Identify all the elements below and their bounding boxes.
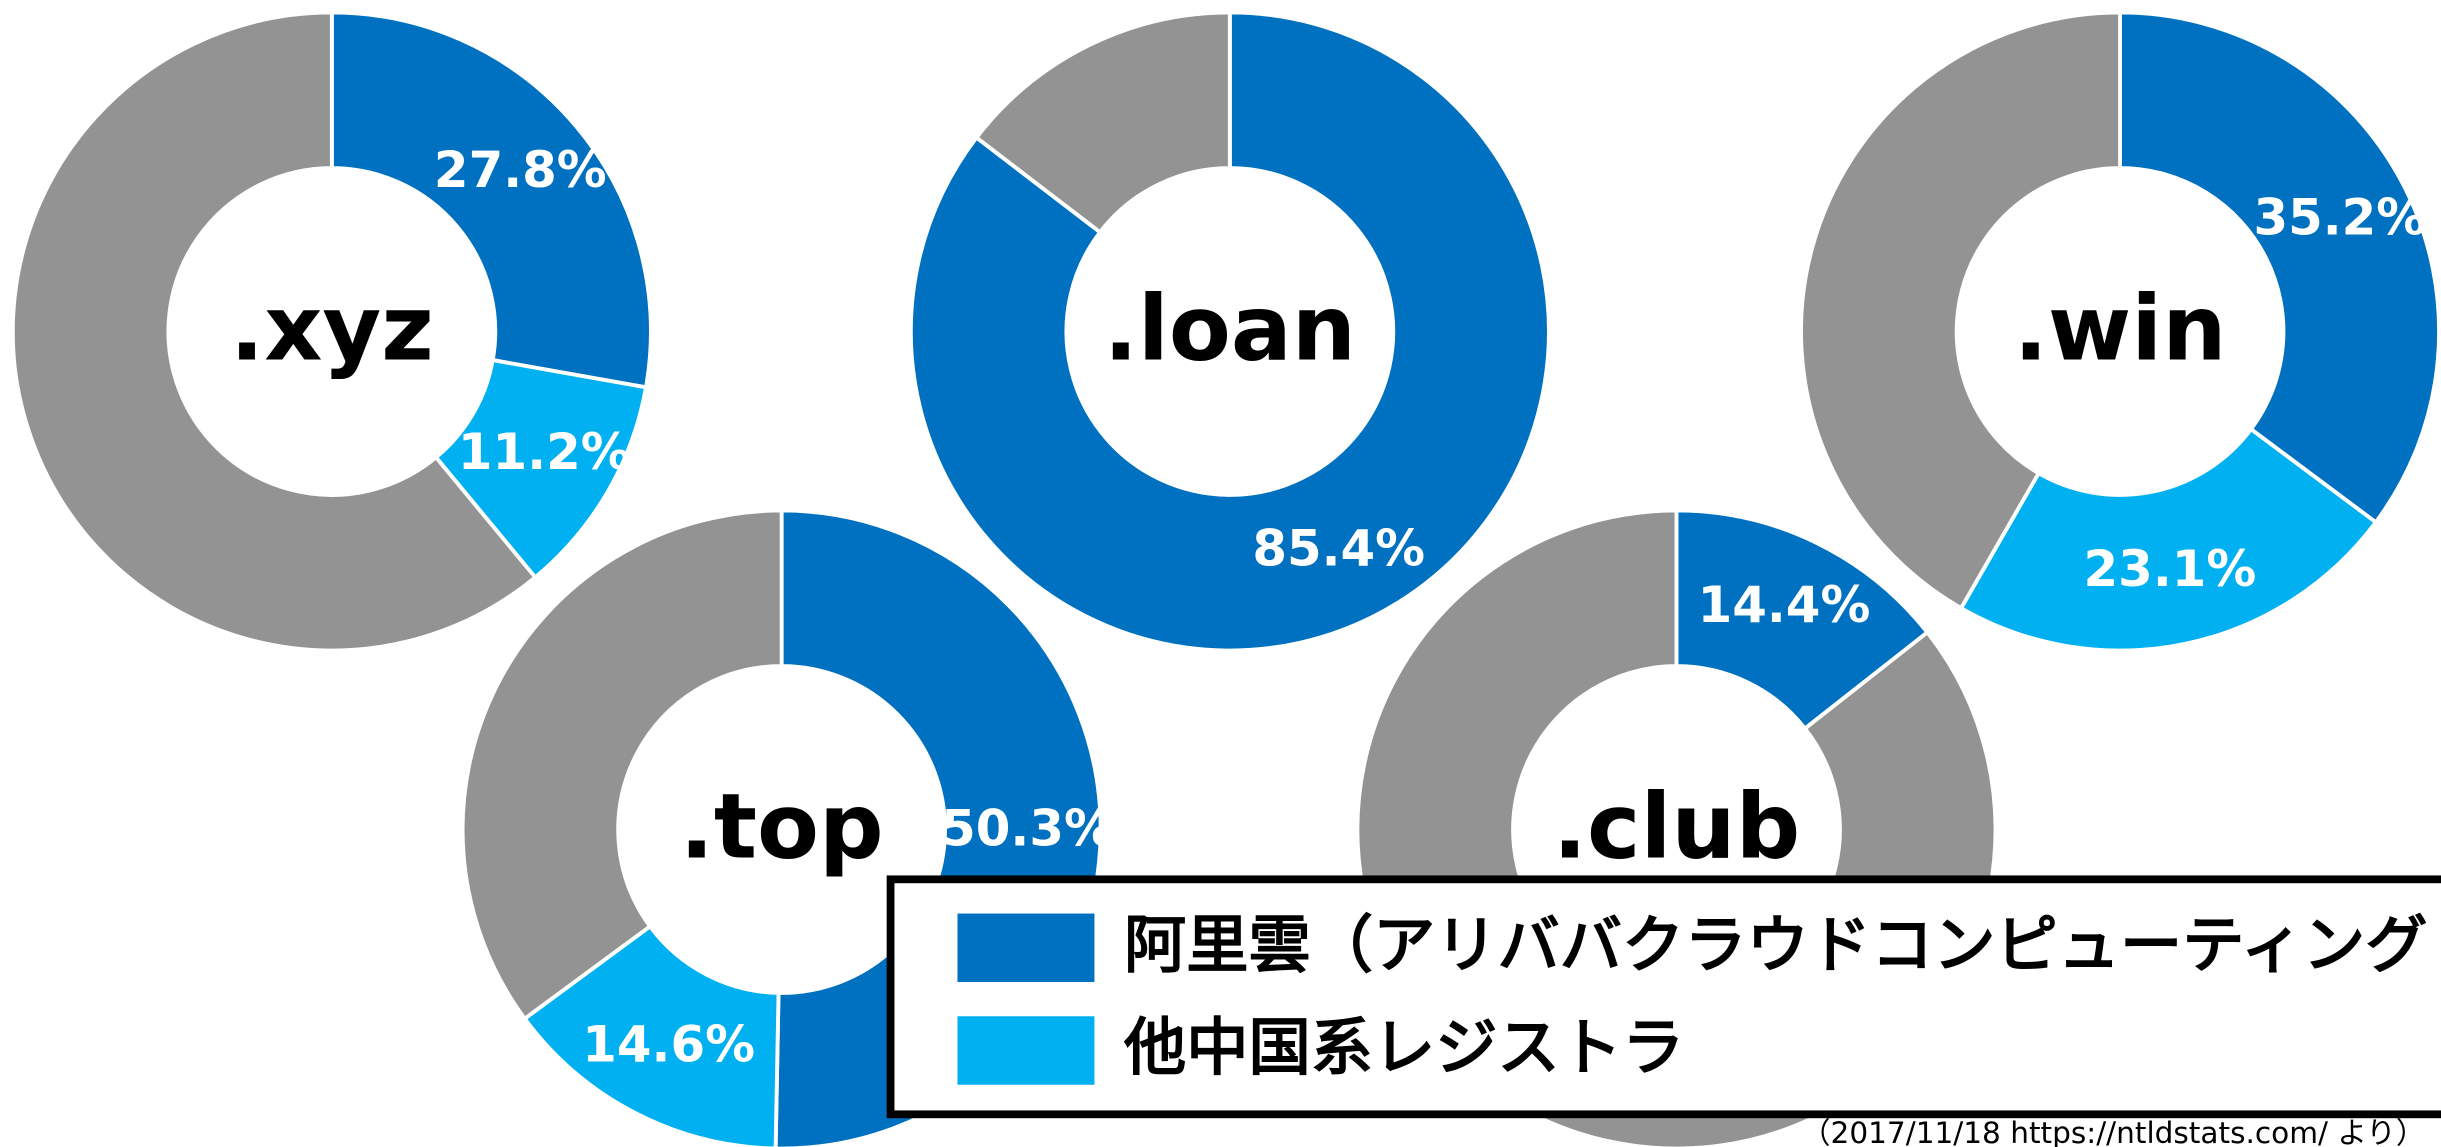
donut-segment [10,10,538,653]
donut-segment [2118,10,2441,525]
data-label: 27.8% [434,141,607,199]
donut-center-label: .xyz [230,276,434,381]
donut-segment [329,10,653,390]
legend-label: 阿里雲（アリババクラウドコンピューティング [1124,908,2428,981]
donut-segment [973,10,1232,235]
data-label: 50.3% [941,799,1114,857]
legend-label: 他中国系レジストラ [1123,1011,1684,1084]
donut-center-label: .top [680,775,884,880]
data-label: 85.4% [1252,519,1425,577]
donut-segment [433,357,649,581]
legend-box [886,875,2441,1119]
data-label: 14.4% [1698,576,1871,634]
donut-segment [1958,426,2379,653]
donut-segment [1799,10,2122,611]
data-label: 23.1% [2084,540,2257,598]
data-label: 14.6% [582,1015,755,1073]
legend-swatch [957,913,1095,983]
donut-segment [908,10,1551,653]
source-note: （2017/11/18 https://ntldstats.com/ より） [1801,1116,2425,1147]
donut-segment [460,508,784,1022]
donut-center-label: .club [1553,775,1801,880]
donut-center-label: .loan [1104,276,1356,381]
legend-swatch [957,1016,1095,1085]
data-label: 11.2% [458,423,631,481]
data-label: 35.2% [2253,189,2426,247]
donut-center-label: .win [2014,276,2227,381]
donut-segment [521,923,781,1147]
donut-segment [1674,508,1931,732]
